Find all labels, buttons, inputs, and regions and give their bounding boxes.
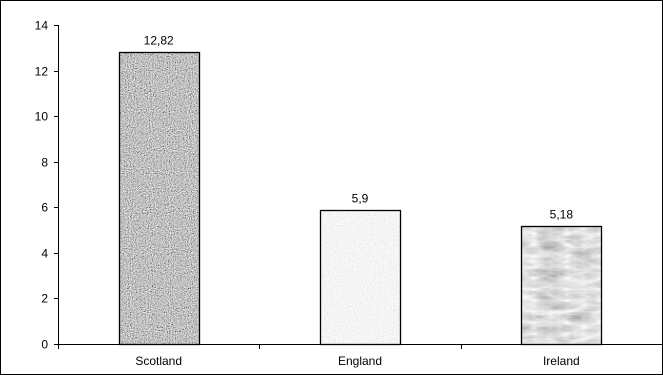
y-tick-label: 0 (41, 338, 48, 352)
y-tick-label: 12 (35, 65, 49, 79)
data-label-ireland: 5,18 (550, 208, 574, 222)
y-tick-label: 6 (41, 201, 48, 215)
data-label-scotland: 12,82 (144, 34, 174, 48)
category-label-ireland: Ireland (543, 354, 580, 368)
bar-england (319, 209, 402, 346)
y-tick-label: 14 (35, 19, 49, 33)
bar-england-fill (320, 210, 401, 345)
bars (118, 51, 603, 346)
labels: 0 2 4 6 8 10 12 14 12,82 Scotland 5,9 England 5,18 Ir… (35, 19, 580, 369)
y-tick-label: 10 (35, 110, 49, 124)
data-label-england: 5,9 (352, 192, 369, 206)
y-tick-label: 2 (41, 292, 48, 306)
bar-scotland (118, 51, 201, 346)
bar-scotland-fill (119, 52, 200, 345)
bar-ireland (520, 225, 603, 346)
bar-ireland-fill (521, 226, 602, 345)
y-tick-label: 8 (41, 156, 48, 170)
category-label-england: England (338, 354, 382, 368)
category-label-scotland: Scotland (135, 354, 182, 368)
y-tick-label: 4 (41, 247, 48, 261)
